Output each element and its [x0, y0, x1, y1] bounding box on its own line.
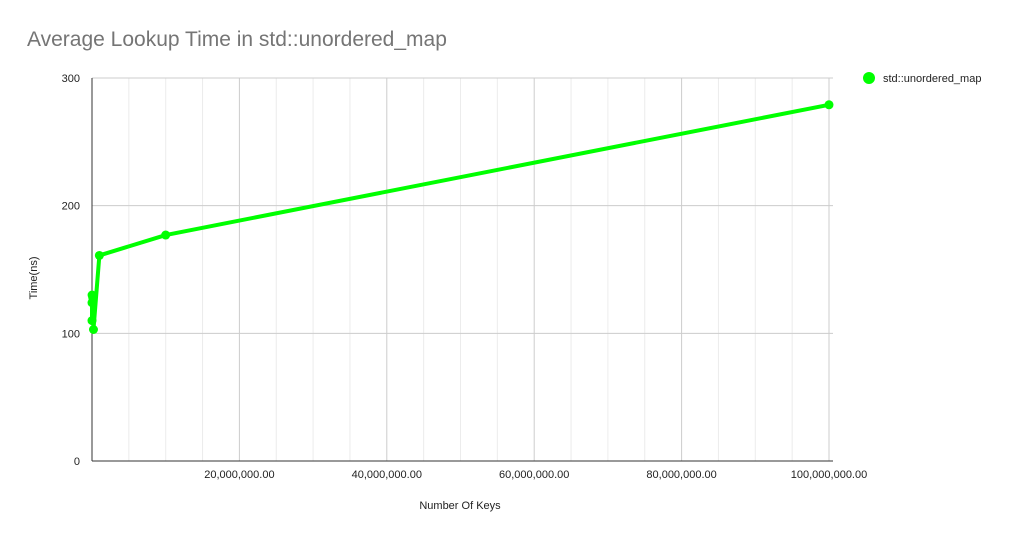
x-tick-label: 40,000,000.00	[352, 469, 422, 481]
y-axis-title: Time(ns)	[28, 257, 40, 300]
x-tick-label: 20,000,000.00	[204, 469, 274, 481]
data-point[interactable]	[88, 325, 98, 335]
data-point[interactable]	[161, 230, 171, 240]
y-tick-label: 0	[74, 456, 80, 468]
data-point[interactable]	[87, 316, 97, 326]
x-tick-label: 80,000,000.00	[646, 469, 716, 481]
data-point[interactable]	[94, 250, 104, 260]
legend[interactable]: std::unordered_map	[863, 72, 981, 85]
y-tick-labels: 0 100 200 300	[62, 73, 80, 468]
x-tick-labels: 20,000,000.00 40,000,000.00 60,000,000.00 8…	[204, 469, 867, 481]
data-point[interactable]	[88, 293, 98, 303]
legend-marker	[863, 72, 875, 84]
minor-gridlines	[128, 78, 793, 461]
y-tick-label: 300	[62, 73, 80, 85]
major-gridlines	[92, 77, 833, 461]
x-tick-label: 60,000,000.00	[499, 469, 569, 481]
series-layer	[87, 100, 834, 335]
data-point[interactable]	[824, 100, 834, 110]
x-tick-label: 100,000,000.00	[791, 469, 867, 481]
legend-label: std::unordered_map	[883, 73, 981, 85]
y-tick-label: 100	[62, 328, 80, 340]
y-tick-label: 200	[62, 201, 80, 213]
chart-title: Average Lookup Time in std::unordered_ma…	[27, 28, 447, 51]
x-axis-title: Number Of Keys	[419, 500, 501, 512]
